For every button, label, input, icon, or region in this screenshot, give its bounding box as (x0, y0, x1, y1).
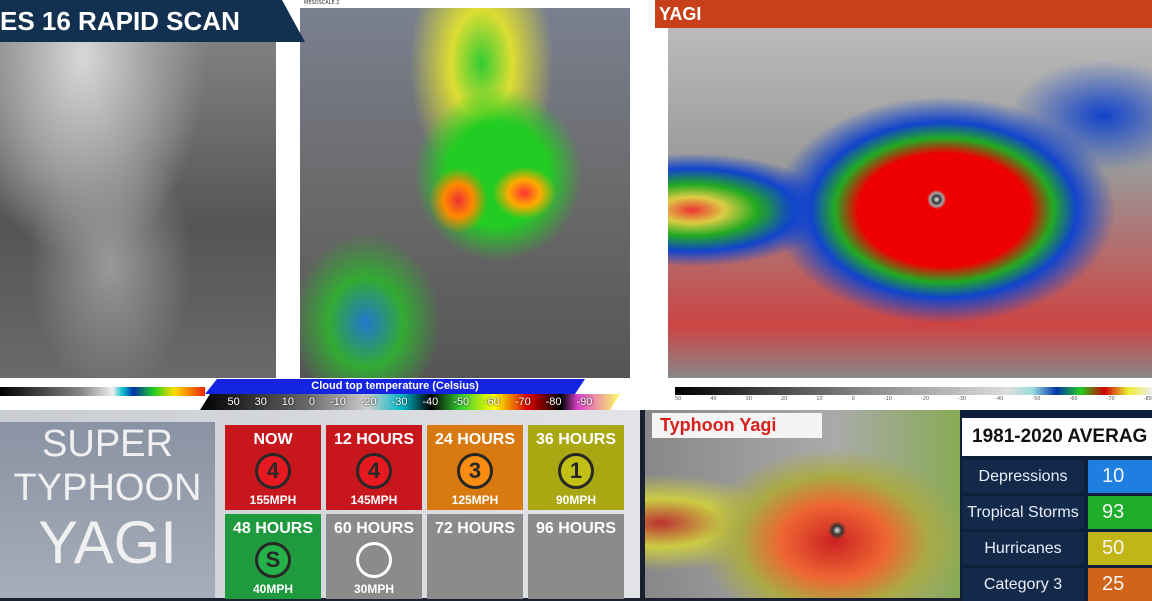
colorbar-tick: 50 (675, 396, 682, 402)
stats-title: 1981-2020 AVERAG (962, 418, 1152, 456)
category-icon: 1 (558, 453, 594, 489)
colorbar-tick: -40 (422, 396, 439, 408)
stats-row: Hurricanes 50 (962, 532, 1152, 565)
colorbar-tick: 20 (780, 396, 788, 402)
stats-value: 93 (1088, 496, 1152, 529)
typhoon-closeup-image (645, 410, 960, 598)
colorbar-tick: -70 (514, 396, 531, 408)
storm-line1: SUPER (42, 423, 173, 465)
stats-value: 25 (1088, 568, 1152, 601)
stats-label: Tropical Storms (962, 496, 1084, 529)
storm-line3: YAGI (38, 509, 177, 576)
colorbar-tick: -40 (995, 396, 1004, 402)
enhanced-satellite-image (300, 8, 630, 378)
colorbar-tick: -60 (1069, 396, 1078, 402)
forecast-time: 24 HOURS (434, 431, 516, 448)
colorbar: 50 30 10 0 -10 -20 -30 -40 -50 -60 -70 -80 -90 (200, 394, 620, 410)
wind-speed: 145MPH (350, 493, 398, 507)
banner-title: ES 16 RAPID SCAN (0, 6, 240, 36)
stats-label: Depressions (962, 460, 1084, 493)
forecast-cell: 24 HOURS 3 125MPH (427, 425, 523, 510)
forecast-cell: 96 HOURS (528, 514, 624, 599)
forecast-time: 72 HOURS (434, 520, 516, 537)
colorbar-tick: 10 (281, 396, 295, 408)
storm-name-box: SUPER TYPHOON YAGI (0, 422, 215, 598)
forecast-time: 60 HOURS (333, 520, 415, 537)
stats-value: 50 (1088, 532, 1152, 565)
colorbar-tick: -20 (920, 396, 930, 402)
stats-label: Category 3 (962, 568, 1084, 601)
colorbar-tick: -30 (958, 396, 967, 402)
category-icon (356, 542, 392, 578)
colorbar-tick: -10 (883, 396, 892, 402)
colorbar-title: Cloud top temperature (Celsius) (205, 379, 585, 394)
colorbar-tick: 50 (227, 396, 240, 408)
colorbar-tick: -10 (329, 396, 346, 408)
forecast-time: NOW (253, 431, 293, 448)
forecast-cell: 60 HOURS 30MPH (326, 514, 422, 599)
storm-line2: TYPHOON (13, 467, 202, 509)
colorbar-right-ticks: 50 40 30 20 10 0 -10 -20 -30 -40 -50 -60 -70 -80 (675, 396, 1152, 406)
forecast-cell: 72 HOURS (427, 514, 523, 599)
forecast-cell: NOW 4 155MPH (225, 425, 321, 510)
colorbar-tick: -80 (545, 396, 562, 408)
infrared-satellite-image (0, 0, 276, 378)
colorbar-right (675, 387, 1152, 395)
colorbar-tick: -60 (484, 396, 500, 408)
typhoon-satellite-image (668, 28, 1152, 378)
colorbar-tick: 30 (745, 396, 753, 402)
forecast-time: 36 HOURS (535, 431, 617, 448)
small-colorbar (0, 387, 205, 396)
wind-speed: 90MPH (555, 493, 596, 507)
colorbar-tick: -30 (391, 396, 408, 408)
forecast-cell: 48 HOURS S 40MPH (225, 514, 321, 599)
forecast-time: 48 HOURS (232, 520, 314, 537)
category-icon: 3 (457, 453, 493, 489)
colorbar-tick: 0 (851, 396, 855, 402)
colorbar-tick: 10 (816, 396, 823, 402)
sat-header: MESOSCALE 2 (304, 0, 340, 6)
wind-speed: 30MPH (353, 582, 394, 596)
stats-label: Hurricanes (962, 532, 1084, 565)
stats-value: 10 (1088, 460, 1152, 493)
colorbar-tick: -90 (576, 396, 593, 408)
category-icon: S (255, 542, 291, 578)
category-icon: 4 (255, 453, 291, 489)
typhoon-label: Typhoon Yagi (652, 413, 822, 438)
forecast-cell: 12 HOURS 4 145MPH (326, 425, 422, 510)
forecast-cell: 36 HOURS 1 90MPH (528, 425, 624, 510)
wind-speed: 125MPH (451, 493, 499, 507)
stats-row: Depressions 10 (962, 460, 1152, 493)
colorbar-tick: -20 (360, 396, 377, 408)
wind-speed: 40MPH (252, 582, 293, 596)
colorbar-tick: -70 (1106, 396, 1115, 402)
colorbar-tick: 30 (254, 396, 267, 408)
yagi-header: YAGI (655, 0, 1152, 28)
title-banner (0, 0, 305, 42)
forecast-time: 96 HOURS (535, 520, 617, 537)
colorbar-tick: -50 (453, 396, 470, 408)
colorbar-tick: -80 (1143, 396, 1152, 402)
stats-row: Category 3 25 (962, 568, 1152, 601)
colorbar-tick: 40 (710, 396, 717, 402)
colorbar-tick: -50 (1032, 396, 1041, 402)
category-icon: 4 (356, 453, 392, 489)
stats-row: Tropical Storms 93 (962, 496, 1152, 529)
forecast-time: 12 HOURS (333, 431, 415, 448)
colorbar-tick: 0 (308, 396, 316, 408)
wind-speed: 155MPH (249, 493, 297, 507)
